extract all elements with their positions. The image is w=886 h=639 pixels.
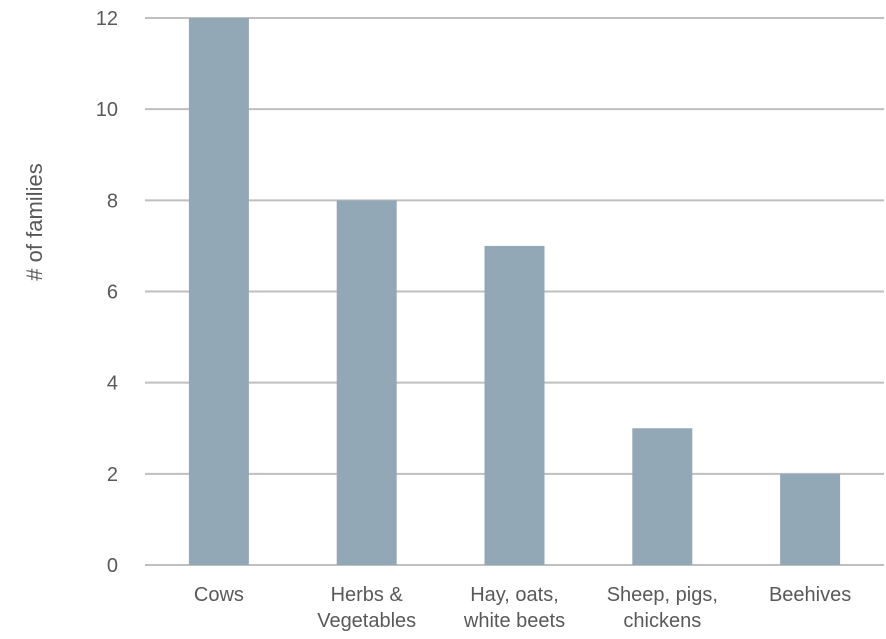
- x-category-label-line: Vegetables: [317, 610, 416, 632]
- bar-3: [632, 428, 693, 565]
- y-tick-label: 0: [107, 555, 118, 577]
- x-category-label: Beehives: [769, 584, 851, 606]
- y-tick-label: 6: [107, 282, 118, 304]
- bar-0: [188, 18, 249, 565]
- x-category-label-line: Cows: [194, 584, 244, 606]
- y-axis-ticks: 0 2 4 6 8 10 12: [96, 8, 118, 577]
- x-category-label-line: Beehives: [769, 584, 851, 606]
- y-tick-label: 4: [107, 373, 118, 395]
- bars: [188, 18, 841, 566]
- x-category-label-line: chickens: [623, 610, 701, 632]
- bar-1: [336, 200, 397, 566]
- bar-2: [484, 245, 545, 565]
- y-tick-label: 2: [107, 464, 118, 486]
- x-category-label: Hay, oats, white beets: [463, 584, 565, 632]
- x-category-label: Sheep, pigs, chickens: [607, 584, 718, 632]
- y-tick-label: 10: [96, 99, 118, 121]
- x-category-label-line: Herbs &: [331, 584, 404, 606]
- x-axis-categories: Cows Herbs & Vegetables Hay, oats, white bee…: [194, 584, 851, 632]
- y-tick-label: 8: [107, 190, 118, 212]
- x-category-label-line: Hay, oats,: [470, 584, 559, 606]
- y-tick-label: 12: [96, 8, 118, 30]
- y-axis-title: # of families: [22, 163, 47, 280]
- bar-4: [780, 473, 841, 565]
- x-category-label: Cows: [194, 584, 244, 606]
- x-category-label: Herbs & Vegetables: [317, 584, 416, 632]
- x-category-label-line: Sheep, pigs,: [607, 584, 718, 606]
- x-category-label-line: white beets: [463, 610, 565, 632]
